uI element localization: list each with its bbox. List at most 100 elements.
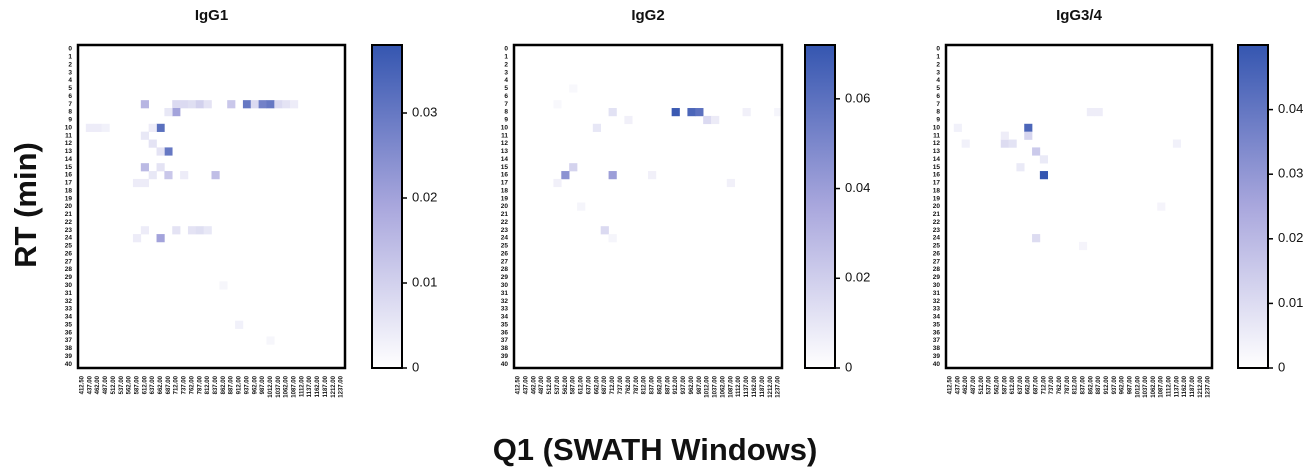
heatmap-cell — [180, 100, 189, 109]
y-tick-label: 0 — [68, 46, 72, 53]
x-tick-label: 437.00 — [87, 375, 93, 394]
heatmap-cell — [695, 108, 704, 117]
x-tick-label: 1112.00 — [1167, 375, 1173, 397]
x-tick-label: 912.00 — [237, 375, 243, 394]
x-tick-label: 1237.00 — [339, 375, 345, 397]
y-tick-label: 13 — [501, 148, 509, 155]
x-tick-label: 562.00 — [127, 375, 133, 394]
y-tick-label: 21 — [65, 211, 73, 218]
y-tick-label: 7 — [504, 101, 508, 108]
x-tick-label: 762.00 — [626, 375, 632, 394]
y-tick-label: 34 — [501, 314, 509, 321]
x-axis-label: Q1 (SWATH Windows) — [493, 432, 818, 467]
heatmap-cell — [671, 108, 680, 117]
heatmap-cell — [164, 108, 173, 117]
y-tick-label: 11 — [501, 132, 508, 139]
y-tick-label: 38 — [65, 345, 73, 352]
y-tick-label: 2 — [68, 61, 72, 68]
y-tick-label: 4 — [504, 77, 508, 84]
colorbar-tick-label: 0.04 — [845, 180, 870, 195]
y-tick-label: 25 — [933, 243, 941, 250]
x-tick-label: 637.00 — [586, 375, 592, 394]
heatmap-cell — [172, 108, 181, 117]
heatmap-cell — [1032, 147, 1041, 156]
x-tick-label: 437.00 — [955, 375, 961, 394]
heatmap-cell — [569, 84, 578, 93]
heatmap-cell — [148, 139, 157, 148]
heatmap-cell — [156, 147, 165, 156]
heatmap-cell — [687, 108, 696, 117]
x-tick-label: 1037.00 — [1143, 375, 1149, 397]
x-tick-label: 1112.00 — [299, 375, 305, 397]
y-tick-label: 28 — [933, 266, 941, 273]
y-tick-label: 26 — [501, 250, 509, 257]
y-tick-label: 8 — [504, 109, 508, 116]
y-tick-label: 11 — [933, 132, 940, 139]
y-tick-label: 1 — [504, 54, 508, 61]
x-tick-label: 1187.00 — [760, 375, 766, 397]
y-tick-label: 8 — [936, 109, 940, 116]
y-tick-label: 25 — [65, 243, 73, 250]
x-tick-label: 712.00 — [610, 375, 616, 394]
y-tick-label: 19 — [501, 195, 509, 202]
y-tick-label: 34 — [933, 314, 941, 321]
x-tick-label: 737.00 — [1049, 375, 1055, 394]
y-tick-label: 1 — [68, 54, 72, 61]
heatmap-cell — [219, 281, 228, 290]
x-tick-label: 1012.00 — [705, 375, 711, 397]
heatmap-cell — [164, 147, 173, 156]
heatmap-cell — [140, 178, 149, 188]
heatmap-cell — [608, 108, 617, 117]
colorbar-tick-label: 0.03 — [1278, 166, 1303, 181]
x-tick-label: 987.00 — [260, 375, 266, 394]
x-tick-label: 712.00 — [1041, 375, 1047, 394]
x-tick-label: 612.00 — [1010, 375, 1016, 394]
y-tick-label: 32 — [501, 298, 509, 305]
y-tick-label: 28 — [65, 266, 73, 273]
y-tick-label: 22 — [933, 219, 941, 226]
heatmap-cell — [703, 115, 712, 125]
y-tick-label: 6 — [504, 93, 508, 100]
colorbar — [1237, 44, 1269, 369]
x-tick-label: 762.00 — [189, 375, 195, 394]
x-tick-label: 587.00 — [1002, 375, 1008, 394]
x-tick-label: 1012.00 — [1135, 375, 1141, 397]
y-tick-label: 35 — [501, 321, 509, 328]
y-tick-label: 2 — [936, 61, 940, 68]
x-tick-label: 837.00 — [650, 375, 656, 394]
y-tick-label: 0 — [504, 46, 508, 53]
y-tick-label: 24 — [501, 235, 509, 242]
y-tick-label: 15 — [933, 164, 941, 171]
x-tick-label: 887.00 — [229, 375, 235, 394]
y-tick-label: 40 — [933, 361, 941, 368]
heatmap-cell — [140, 131, 149, 140]
x-tick-label: 862.00 — [221, 375, 227, 394]
heatmap-cell — [164, 171, 173, 180]
y-tick-label: 5 — [504, 85, 508, 92]
heatmap-cell — [1094, 108, 1103, 117]
y-tick-label: 33 — [501, 306, 509, 313]
heatmap-cell — [1032, 234, 1041, 243]
y-tick-label: 37 — [65, 337, 73, 344]
y-tick-label: 18 — [501, 187, 509, 194]
x-tick-label: 1062.00 — [720, 375, 726, 397]
y-tick-label: 17 — [501, 180, 509, 187]
heatmap-cell — [648, 171, 657, 180]
x-tick-label: 787.00 — [634, 375, 640, 394]
y-tick-label: 15 — [65, 164, 73, 171]
x-tick-label: 562.00 — [994, 375, 1000, 394]
x-tick-label: 762.00 — [1057, 375, 1063, 394]
heatmap-cell — [561, 171, 570, 180]
y-tick-label: 22 — [501, 219, 509, 226]
y-tick-label: 33 — [933, 306, 941, 313]
x-tick-label: 1037.00 — [276, 375, 282, 397]
chart-title: IgG2 — [631, 7, 664, 24]
y-tick-label: 24 — [65, 235, 73, 242]
x-tick-label: 1162.00 — [752, 375, 758, 397]
y-tick-label: 40 — [65, 361, 73, 368]
chart-title: IgG3/4 — [1056, 7, 1103, 24]
y-tick-label: 36 — [65, 329, 73, 336]
y-tick-label: 36 — [933, 329, 941, 336]
x-tick-label: 487.00 — [539, 375, 545, 394]
y-tick-label: 2 — [504, 61, 508, 68]
